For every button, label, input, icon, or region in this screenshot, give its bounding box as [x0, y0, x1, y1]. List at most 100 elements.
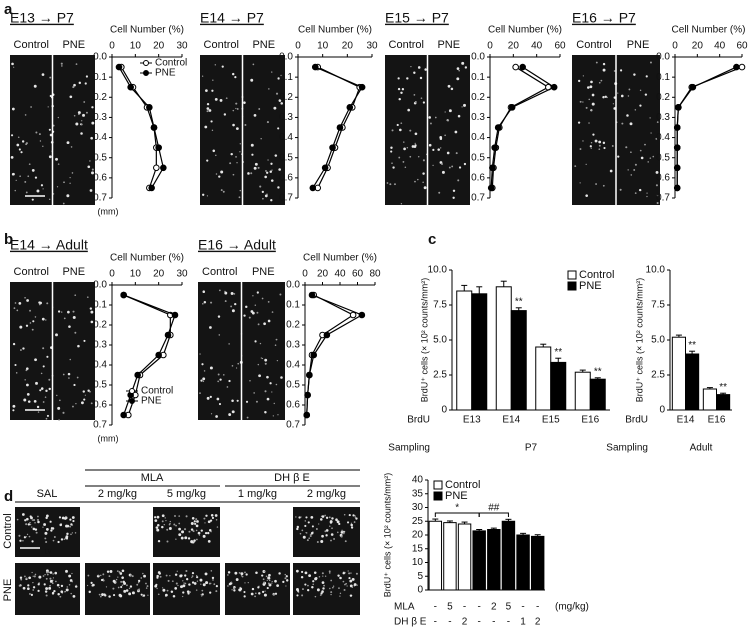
cell-dot	[613, 70, 616, 72]
bar	[530, 535, 545, 591]
cell-dot	[113, 594, 116, 597]
cell-dot	[432, 164, 434, 167]
x-tick-label: 10	[130, 269, 142, 280]
cell-dot	[276, 584, 280, 587]
cell-dot	[612, 103, 615, 105]
cell-dot	[461, 61, 465, 65]
cell-dot	[240, 572, 244, 576]
cell-dot	[261, 574, 264, 577]
cell-dot	[322, 587, 325, 590]
cell-dot	[195, 524, 199, 528]
cell-dot	[454, 130, 458, 134]
cell-dot	[166, 589, 169, 592]
cell-dot	[199, 353, 201, 355]
cell-dot	[260, 137, 262, 140]
cell-dot	[278, 572, 281, 575]
bar	[516, 534, 530, 591]
cell-dot	[46, 355, 49, 358]
x-axis-label: Cell Number (%)	[488, 25, 562, 36]
legend-label: Control	[155, 58, 187, 69]
cell-dot	[314, 577, 318, 581]
cell-dot	[34, 528, 38, 531]
cell-dot	[630, 151, 632, 154]
cell-dot	[268, 573, 271, 577]
cell-dot	[647, 161, 650, 163]
cell-dot	[311, 585, 314, 589]
cell-dot	[142, 594, 146, 597]
cell-dot	[312, 583, 315, 586]
cell-dot	[210, 301, 213, 304]
cell-dot	[25, 142, 28, 145]
cell-dot	[331, 517, 334, 520]
cell-dot	[340, 535, 343, 538]
cell-dot	[305, 532, 308, 534]
cell-dot	[228, 343, 230, 345]
cell-dot	[202, 193, 205, 196]
cell-dot	[49, 579, 53, 583]
cell-dot	[28, 535, 31, 538]
cell-dot	[53, 535, 56, 538]
cell-dot	[67, 372, 71, 376]
cell-dot	[39, 389, 42, 392]
cell-dot	[47, 106, 49, 108]
cell-dot	[69, 182, 71, 184]
cell-dot	[232, 109, 235, 112]
cell-dot	[234, 76, 237, 79]
cell-dot	[342, 571, 345, 575]
cell-dot	[13, 66, 15, 68]
cell-dot	[69, 95, 73, 99]
cell-dot	[176, 570, 178, 572]
cell-dot	[656, 121, 659, 123]
cell-dot	[228, 379, 231, 383]
cell-dot	[121, 584, 124, 586]
cell-dot	[396, 123, 399, 127]
cell-dot	[35, 531, 38, 534]
cell-dot	[108, 595, 111, 598]
cell-dot	[389, 183, 392, 186]
cell-dot	[204, 522, 206, 524]
cell-dot	[206, 396, 210, 400]
y-tick-label: 0.5	[93, 152, 107, 163]
y-tick-label: 0.5	[286, 380, 300, 391]
cell-dot	[243, 590, 246, 594]
cell-dot	[448, 109, 452, 113]
y-tick-label: 0.3	[93, 112, 107, 123]
cell-dot	[210, 413, 213, 415]
y-tick-label: 0.4	[471, 132, 485, 143]
cell-dot	[640, 156, 644, 160]
cell-dot	[106, 570, 110, 573]
cell-dot	[100, 595, 102, 598]
cell-dot	[156, 515, 160, 519]
cell-dot	[271, 311, 274, 313]
y-tick-label: 0.6	[471, 172, 485, 183]
cell-dot	[236, 399, 239, 402]
cell-dot	[52, 577, 55, 579]
y-tick-label: 0.3	[286, 340, 300, 351]
cell-dot	[253, 392, 255, 394]
cell-dot	[270, 199, 273, 202]
cell-dot	[209, 519, 213, 522]
legend-marker	[143, 60, 149, 66]
cell-dot	[591, 93, 595, 97]
cell-dot	[89, 160, 91, 162]
cell-dot	[164, 593, 168, 597]
cell-dot	[53, 589, 56, 593]
cell-dot	[29, 515, 32, 518]
cell-dot	[191, 576, 193, 579]
cell-dot	[246, 416, 249, 419]
cell-dot	[77, 111, 81, 115]
cell-dot	[131, 591, 135, 595]
cell-dot	[390, 146, 393, 149]
cell-dot	[211, 576, 215, 580]
cell-dot	[440, 147, 442, 149]
cell-dot	[430, 122, 432, 125]
cell-dot	[202, 534, 206, 538]
cell-dot	[22, 539, 24, 542]
cell-dot	[136, 583, 139, 586]
cell-dot	[46, 302, 49, 305]
cell-dot	[325, 516, 329, 519]
x-tick-label: E14	[502, 415, 520, 426]
cell-dot	[330, 591, 333, 594]
row-label: Sampling	[388, 443, 430, 454]
cell-dot	[232, 173, 235, 176]
